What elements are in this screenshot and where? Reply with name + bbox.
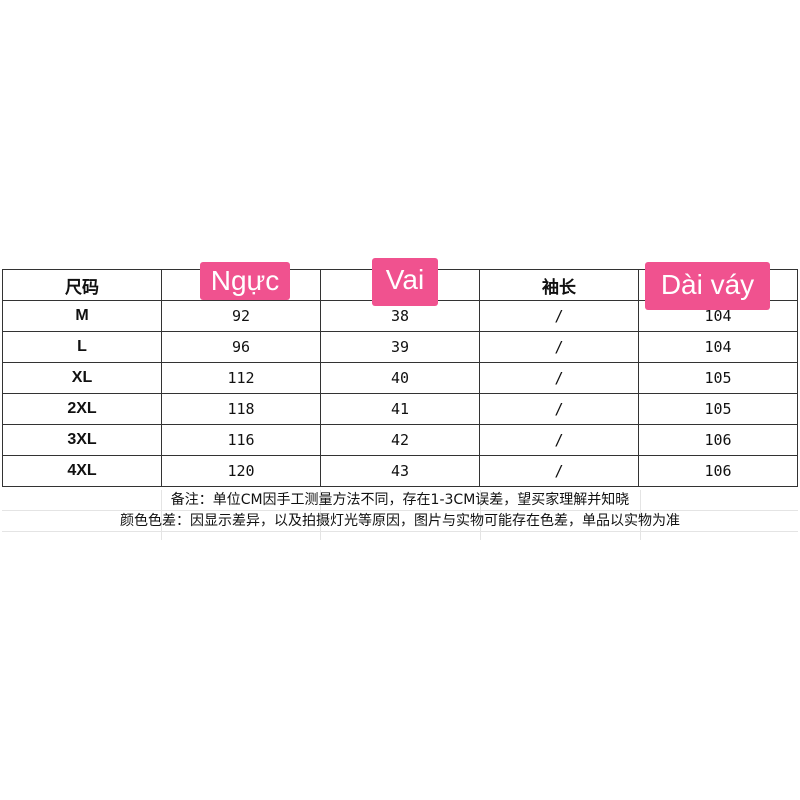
value-cell: 42 [320,424,480,456]
header-size: 尺码 [2,269,162,301]
label-dress-length: Dài váy [645,262,770,310]
size-cell: XL [2,362,162,394]
value-cell: 104 [638,331,798,363]
value-cell: 112 [161,362,321,394]
value-cell: 39 [320,331,480,363]
value-cell: / [479,300,639,332]
value-cell: / [479,362,639,394]
value-cell: / [479,393,639,425]
value-cell: 105 [638,362,798,394]
size-cell: 4XL [2,455,162,487]
value-cell: 118 [161,393,321,425]
value-cell: 105 [638,393,798,425]
value-cell: / [479,455,639,487]
header-sleeve: 袖长 [479,269,639,301]
label-shoulder: Vai [372,258,438,306]
size-cell: 2XL [2,393,162,425]
value-cell: / [479,424,639,456]
value-cell: 106 [638,455,798,487]
value-cell: 96 [161,331,321,363]
value-cell: 92 [161,300,321,332]
note-measurement: 备注：单位CM因手工测量方法不同，存在1-3CM误差，望买家理解并知晓 [2,490,798,511]
value-cell: 106 [638,424,798,456]
value-cell: 116 [161,424,321,456]
table-row: XL 112 40/105 [2,362,798,394]
value-cell: 41 [320,393,480,425]
table-row: 2XL 118 41/105 [2,393,798,425]
size-cell: 3XL [2,424,162,456]
table-row: 3XL 116 42/106 [2,424,798,456]
note-color: 颜色色差：因显示差异，以及拍摄灯光等原因，图片与实物可能存在色差，单品以实物为准 [2,511,798,532]
label-chest: Ngực [200,262,290,300]
size-cell: L [2,331,162,363]
notes: 备注：单位CM因手工测量方法不同，存在1-3CM误差，望买家理解并知晓 颜色色差… [2,490,798,532]
value-cell: / [479,331,639,363]
table-row: L 96 39/104 [2,331,798,363]
value-cell: 120 [161,455,321,487]
value-cell: 43 [320,455,480,487]
value-cell: 40 [320,362,480,394]
size-cell: M [2,300,162,332]
table-row: 4XL 120 43/106 [2,455,798,487]
